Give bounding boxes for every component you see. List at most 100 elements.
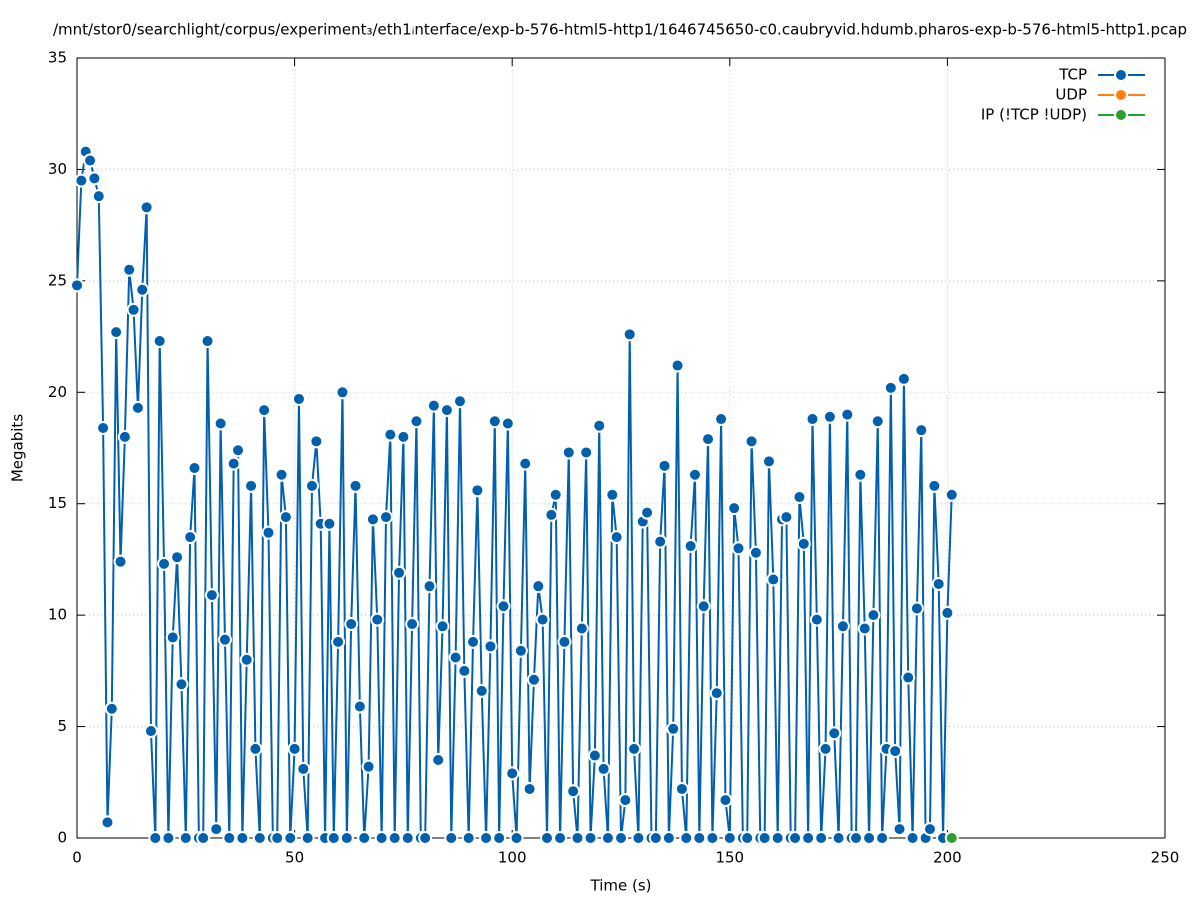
data-point: [426, 398, 441, 413]
data-point: [818, 741, 833, 756]
data-point: [944, 487, 959, 502]
data-point: [840, 407, 855, 422]
data-point: [357, 831, 372, 845]
data-point: [731, 541, 746, 556]
data-point: [222, 831, 237, 845]
data-point: [940, 605, 955, 620]
data-point: [727, 501, 742, 516]
data-point: [235, 831, 250, 845]
data-point: [718, 793, 733, 808]
data-point: [339, 831, 354, 845]
y-tick-label: 0: [57, 829, 67, 847]
data-point: [174, 677, 189, 692]
legend-marker: [1114, 88, 1128, 102]
data-point: [361, 759, 376, 774]
data-point: [291, 391, 306, 406]
data-point: [666, 721, 681, 736]
data-point: [561, 445, 576, 460]
x-tick-label: 0: [72, 849, 82, 867]
data-point: [274, 467, 289, 482]
data-point: [683, 539, 698, 554]
legend-marker: [1114, 68, 1128, 82]
data-point: [500, 416, 515, 431]
data-point: [914, 423, 929, 438]
data-point: [405, 617, 420, 632]
data-point: [892, 822, 907, 837]
data-point: [466, 634, 481, 649]
data-point: [944, 831, 959, 845]
data-point: [835, 619, 850, 634]
data-point: [226, 456, 241, 471]
data-point: [409, 414, 424, 429]
data-point: [801, 831, 816, 845]
data-point: [309, 434, 324, 449]
data-point: [209, 822, 224, 837]
data-point: [661, 831, 676, 845]
data-point: [618, 793, 633, 808]
data-point: [927, 478, 942, 493]
data-point: [322, 516, 337, 531]
legend-marker: [1114, 108, 1128, 122]
data-point: [239, 652, 254, 667]
series-line: [76, 148, 953, 839]
data-point: [509, 831, 524, 845]
data-point: [335, 385, 350, 400]
data-point: [788, 831, 803, 845]
data-point: [270, 831, 285, 845]
data-point: [70, 278, 84, 293]
data-point: [831, 831, 846, 845]
data-point: [283, 831, 298, 845]
data-point: [596, 761, 611, 776]
data-point: [870, 414, 885, 429]
data-point: [805, 412, 820, 427]
data-point: [392, 565, 407, 580]
data-point: [674, 781, 689, 796]
data-point: [705, 831, 720, 845]
data-point: [331, 634, 346, 649]
data-point: [814, 831, 829, 845]
legend-label: TCP: [1058, 66, 1087, 84]
data-point: [352, 699, 367, 714]
data-point: [204, 588, 219, 603]
data-point: [614, 831, 628, 845]
data-point: [231, 443, 246, 458]
data-point: [496, 599, 511, 614]
data-point: [553, 831, 568, 845]
data-point: [535, 612, 550, 627]
data-point: [487, 414, 502, 429]
data-point: [387, 831, 402, 845]
data-point: [474, 683, 489, 698]
data-point: [513, 643, 528, 658]
data-point: [217, 632, 232, 647]
data-point: [157, 556, 172, 571]
data-point: [696, 599, 711, 614]
data-point: [96, 420, 111, 435]
y-tick-label: 5: [57, 717, 67, 735]
data-point: [348, 478, 363, 493]
data-point: [287, 741, 302, 756]
y-tick-label: 35: [48, 49, 67, 67]
data-point: [709, 686, 724, 701]
data-point: [383, 427, 398, 442]
data-point: [479, 831, 494, 845]
data-point: [557, 634, 572, 649]
data-point: [126, 302, 141, 317]
data-point: [117, 429, 132, 444]
data-point: [574, 621, 589, 636]
data-point: [701, 432, 716, 447]
data-point: [592, 418, 607, 433]
data-point: [857, 621, 872, 636]
data-point: [609, 530, 624, 545]
y-axis-label: Megabits: [9, 414, 27, 482]
data-point: [470, 483, 485, 498]
data-point: [165, 630, 180, 645]
data-point: [448, 650, 463, 665]
data-point: [722, 831, 737, 845]
data-point: [714, 412, 729, 427]
data-point: [883, 380, 898, 395]
data-point: [888, 744, 903, 759]
data-point: [600, 831, 615, 845]
data-point: [148, 831, 163, 845]
data-point: [457, 663, 472, 678]
